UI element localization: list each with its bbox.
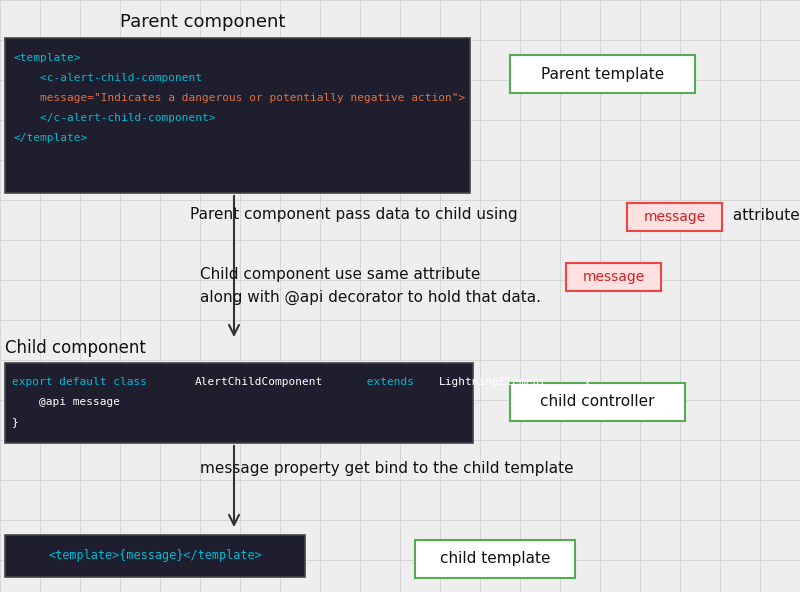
FancyBboxPatch shape [627,203,722,231]
FancyBboxPatch shape [566,263,661,291]
Text: <template>: <template> [13,53,81,63]
Text: <c-alert-child-component: <c-alert-child-component [13,73,202,83]
Text: Child component use same attribute: Child component use same attribute [200,268,480,282]
FancyBboxPatch shape [510,383,685,421]
FancyBboxPatch shape [510,55,695,93]
Text: }: } [12,417,18,427]
FancyBboxPatch shape [5,535,305,577]
Text: AlertChildComponent: AlertChildComponent [195,377,323,387]
Text: export default class: export default class [12,377,154,387]
Text: @api message: @api message [12,397,120,407]
Text: extends: extends [360,377,421,387]
Text: Child component: Child component [5,339,146,357]
Text: </c-alert-child-component>: </c-alert-child-component> [13,113,215,123]
Text: <template>{message}</template>: <template>{message}</template> [48,549,262,562]
Text: attribute: attribute [728,208,800,223]
Text: message: message [582,270,645,284]
Text: along with @api decorator to hold that data.: along with @api decorator to hold that d… [200,289,541,305]
Text: child template: child template [440,552,550,567]
FancyBboxPatch shape [5,38,470,193]
Text: Parent template: Parent template [541,66,664,82]
Text: message="Indicates a dangerous or potentially negative action">: message="Indicates a dangerous or potent… [13,93,466,103]
Text: message: message [643,210,706,224]
FancyBboxPatch shape [415,540,575,578]
Text: message property get bind to the child template: message property get bind to the child t… [200,461,574,475]
Text: child controller: child controller [540,394,654,410]
Text: Parent component pass data to child using: Parent component pass data to child usin… [190,208,518,223]
Text: LightningElement: LightningElement [438,377,546,387]
Text: Parent component: Parent component [120,13,286,31]
Text: </template>: </template> [13,133,87,143]
FancyBboxPatch shape [5,363,473,443]
Text: {: { [578,377,592,387]
